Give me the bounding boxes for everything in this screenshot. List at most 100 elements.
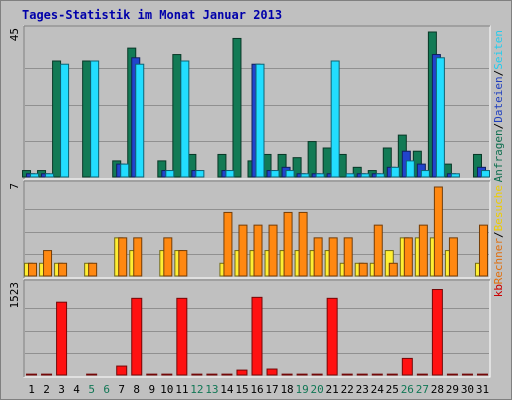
- bar-rechner-day-25: [388, 262, 398, 277]
- x-axis: 1 2 3 4 5 6 7 8 9 10 11 12 13 14 15 16 17 18 19 20 21 22 23 24 2…: [28, 383, 489, 396]
- series-kb: [26, 289, 488, 376]
- bar-kb-day-16: [251, 296, 263, 376]
- panel-middle: 7 Rechner/Besuche: [8, 180, 505, 284]
- bar-seiten-day-5: [90, 60, 100, 178]
- x-tick-label: 25: [386, 383, 399, 396]
- bar-rechner-day-14: [223, 211, 233, 277]
- bar-rechner-day-3: [58, 262, 68, 277]
- series-label: Besuche: [492, 185, 505, 231]
- x-tick-label: 9: [148, 383, 155, 396]
- series-seiten: [30, 57, 490, 178]
- bar-rechner-day-2: [43, 250, 53, 277]
- bar-kb-day-26: [401, 357, 413, 376]
- bar-seiten-day-10: [165, 170, 175, 178]
- chart-title: Tages-Statistik im Monat Januar 2013: [22, 8, 282, 22]
- bar-rechner-day-26: [403, 237, 413, 277]
- bar-anfragen-day-3: [52, 60, 62, 178]
- x-tick-label: 13: [205, 383, 218, 396]
- bar-kb-day-20: [311, 373, 323, 376]
- bar-kb-day-29: [446, 373, 458, 376]
- series-labels: Rechner/Besuche: [492, 185, 505, 284]
- bar-anfragen-day-21: [322, 147, 332, 178]
- x-tick-label: 8: [133, 383, 140, 396]
- bar-rechner-day-15: [238, 224, 248, 277]
- bar-rechner-day-5: [88, 262, 98, 277]
- bar-kb-day-17: [266, 368, 278, 376]
- bar-rechner-day-17: [268, 224, 278, 277]
- bar-kb-day-7: [116, 365, 128, 376]
- x-tick-label: 31: [476, 383, 489, 396]
- bar-seiten-day-31: [480, 170, 490, 178]
- series-rechner: [28, 186, 488, 277]
- x-tick-label: 23: [356, 383, 369, 396]
- bar-kb-day-22: [341, 373, 353, 376]
- bar-rechner-day-11: [178, 250, 188, 277]
- bar-rechner-day-16: [253, 224, 263, 277]
- bar-rechner-day-1: [28, 262, 38, 277]
- bar-seiten-day-1: [30, 173, 40, 178]
- bar-kb-day-2: [41, 373, 53, 376]
- bar-seiten-day-12: [195, 170, 205, 178]
- x-tick-label: 2: [43, 383, 50, 396]
- bar-anfragen-day-11: [172, 54, 182, 178]
- bar-seiten-day-8: [135, 63, 145, 178]
- bar-seiten-day-25: [390, 166, 400, 178]
- bar-kb-day-8: [131, 297, 143, 376]
- series-label: Anfragen: [492, 129, 505, 182]
- bar-kb-day-1: [26, 373, 38, 376]
- series-label: /: [492, 231, 505, 238]
- bar-seiten-day-27: [420, 170, 430, 178]
- bar-rechner-day-31: [478, 224, 488, 277]
- bar-kb-day-24: [371, 373, 383, 376]
- bar-rechner-day-21: [328, 237, 338, 277]
- bar-kb-day-27: [416, 373, 428, 376]
- bar-seiten-day-24: [375, 173, 385, 178]
- x-tick-label: 20: [311, 383, 324, 396]
- x-tick-label: 7: [118, 383, 125, 396]
- x-tick-label: 5: [88, 383, 95, 396]
- bar-seiten-day-20: [315, 173, 325, 178]
- x-tick-label: 12: [190, 383, 203, 396]
- x-tick-label: 6: [103, 383, 110, 396]
- bar-kb-day-25: [386, 373, 398, 376]
- bar-kb-day-9: [146, 373, 158, 376]
- bar-rechner-day-24: [373, 224, 383, 277]
- series-labels: Anfragen/Dateien/Seiten: [492, 30, 505, 182]
- bar-kb-day-23: [356, 373, 368, 376]
- bar-anfragen-day-20: [307, 141, 317, 178]
- bar-seiten-day-11: [180, 60, 190, 178]
- x-tick-label: 3: [58, 383, 65, 396]
- x-tick-label: 14: [220, 383, 234, 396]
- bar-kb-day-13: [206, 373, 218, 376]
- bar-seiten-day-29: [450, 173, 460, 178]
- bar-seiten-day-14: [225, 170, 235, 178]
- bar-kb-day-12: [191, 373, 203, 376]
- bar-kb-day-31: [476, 373, 488, 376]
- bar-anfragen-day-5: [82, 60, 92, 178]
- bar-kb-day-28: [431, 289, 443, 376]
- bar-kb-day-15: [236, 369, 248, 376]
- bar-anfragen-day-15: [232, 37, 242, 178]
- y-axis-max-label: 7: [8, 183, 21, 190]
- bar-rechner-day-28: [433, 186, 443, 277]
- x-tick-label: 22: [341, 383, 354, 396]
- bar-rechner-day-29: [448, 237, 458, 277]
- bar-kb-day-3: [56, 301, 68, 376]
- x-tick-label: 15: [235, 383, 248, 396]
- bar-kb-day-11: [176, 297, 188, 376]
- bar-rechner-day-27: [418, 224, 428, 277]
- bar-seiten-day-26: [405, 160, 415, 178]
- bar-kb-day-14: [221, 373, 233, 376]
- bar-seiten-day-3: [60, 63, 70, 178]
- panel-bottom: 1523 kb: [8, 279, 505, 378]
- bar-rechner-day-7: [118, 237, 128, 277]
- bar-kb-day-5: [86, 373, 98, 376]
- bar-seiten-day-22: [345, 173, 355, 178]
- bar-kb-day-30: [461, 373, 473, 376]
- bar-seiten-day-17: [270, 170, 280, 178]
- x-tick-label: 18: [280, 383, 293, 396]
- x-tick-label: 26: [401, 383, 414, 396]
